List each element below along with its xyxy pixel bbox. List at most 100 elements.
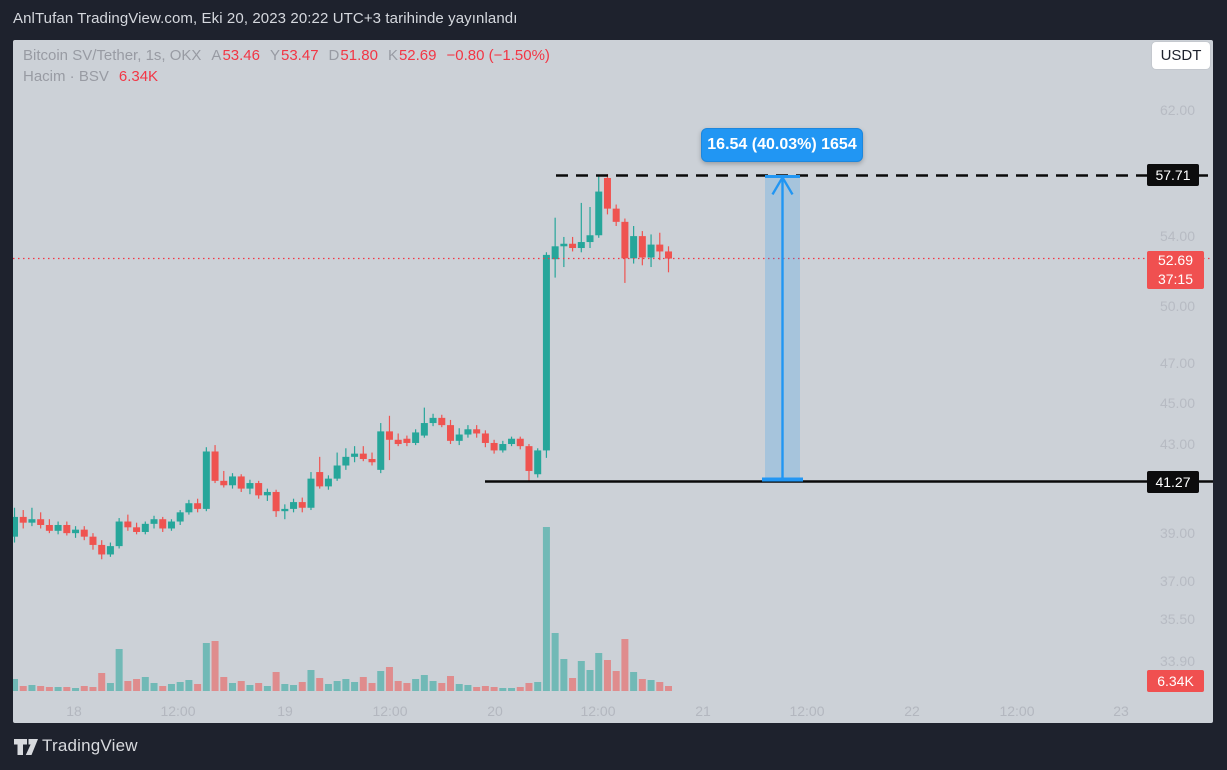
volume-bar: [394, 681, 402, 691]
volume-bar: [473, 687, 481, 691]
volume-bar: [45, 687, 53, 691]
volume-bar: [255, 683, 263, 691]
candle-body: [246, 483, 254, 489]
volume-bar: [359, 677, 367, 691]
volume-study-title[interactable]: Hacim · BSV: [23, 68, 109, 85]
time-tick-label: 21: [695, 703, 711, 719]
time-tick-label: 20: [487, 703, 503, 719]
candle-body: [560, 243, 568, 247]
volume-bar: [63, 687, 71, 691]
volume-bar: [28, 685, 36, 691]
time-tick-label: 12:00: [160, 703, 196, 719]
candle-body: [499, 444, 507, 451]
candle-body: [464, 429, 472, 435]
candle-body: [229, 476, 236, 486]
volume-bar: [98, 673, 106, 691]
volume-bar: [569, 678, 577, 691]
candle-body: [595, 191, 603, 236]
candle-body: [316, 472, 324, 487]
candle-body: [473, 429, 481, 434]
low-key: D: [328, 47, 340, 64]
candle-body: [577, 242, 585, 249]
volume-bar: [385, 667, 393, 691]
candle-body: [412, 432, 420, 443]
candle-body: [377, 431, 385, 470]
candle-body: [368, 459, 376, 463]
volume-bar: [403, 683, 411, 691]
volume-bar: [551, 633, 559, 691]
measure-value: 16.54 (40.03%) 1654: [707, 136, 857, 153]
symbol-title[interactable]: Bitcoin SV/Tether, 1s, OKX: [23, 47, 202, 64]
price-tick-label: 62.00: [1159, 102, 1195, 118]
volume-bar: [176, 682, 184, 691]
candle-body: [333, 465, 341, 479]
volume-bar: [542, 527, 550, 691]
volume-bar: [307, 670, 315, 691]
volume-bar: [560, 659, 568, 691]
attribution-text: AnlTufan TradingView.com, Eki 20, 2023 2…: [13, 10, 518, 27]
volume-bar: [508, 688, 516, 691]
volume-bar: [167, 684, 175, 691]
volume-bar: [316, 678, 324, 691]
candle-body: [133, 527, 141, 532]
volume-bar: [490, 687, 498, 691]
low-price-label: 41.27: [1147, 470, 1199, 493]
volume-bar: [89, 687, 97, 691]
volume-bar: [202, 643, 210, 691]
candle-body: [429, 417, 437, 424]
volume-bar: [481, 686, 489, 691]
price-chart[interactable]: [13, 40, 1213, 723]
candle-body: [542, 254, 550, 451]
candle-body: [525, 446, 533, 471]
volume-bar: [150, 683, 158, 691]
volume-bar: [141, 677, 149, 691]
volume-bar: [638, 679, 646, 691]
candle-body: [272, 491, 280, 512]
volume-bar: [124, 681, 132, 691]
currency-toggle-button[interactable]: USDT: [1152, 42, 1210, 69]
volume-bar: [603, 660, 611, 691]
bar-countdown: 37:15: [1157, 270, 1194, 287]
chart-legend: Bitcoin SV/Tether, 1s, OKX A53.46 Y53.47 D5…: [23, 45, 550, 87]
candle-body: [28, 519, 36, 523]
candle-body: [534, 450, 542, 475]
close-value: 52.69: [398, 47, 437, 64]
candle-body: [72, 529, 80, 534]
candle-body: [298, 502, 306, 508]
candle-body: [13, 516, 18, 537]
legend-volume-row: Hacim · BSV 6.34K: [23, 66, 550, 87]
volume-bar: [290, 685, 298, 691]
candle-body: [420, 423, 428, 436]
volume-bar: [220, 677, 228, 691]
price-tick-label: 45.00: [1159, 394, 1195, 411]
volume-bar: [237, 681, 245, 691]
volume-bar: [586, 670, 594, 691]
time-tick-label: 19: [277, 703, 293, 719]
tradingview-brand-text[interactable]: TradingView: [42, 736, 138, 755]
measure-tooltip: 16.54 (40.03%) 1654: [701, 128, 863, 162]
volume-bar: [525, 683, 533, 691]
volume-bar: [577, 661, 585, 691]
volume-bar: [429, 681, 437, 691]
volume-bar: [19, 686, 27, 691]
tradingview-logo-icon[interactable]: [13, 736, 39, 758]
volume-bar: [333, 681, 341, 691]
candle-body: [150, 519, 158, 524]
candle-body: [490, 442, 498, 451]
candle-body: [307, 478, 315, 508]
volume-bar: [263, 686, 271, 691]
candle-body: [438, 417, 446, 426]
candle-body: [202, 451, 210, 509]
open-key: A: [211, 47, 222, 64]
time-tick-label: 22: [904, 703, 920, 719]
candle-body: [447, 425, 454, 441]
candle-body: [508, 438, 516, 445]
volume-bar: [324, 684, 332, 691]
time-tick-label: 23: [1113, 703, 1129, 719]
candle-body: [167, 521, 175, 529]
volume-bar: [647, 680, 655, 691]
chart-panel[interactable]: Bitcoin SV/Tether, 1s, OKX A53.46 Y53.47 D5…: [13, 40, 1213, 723]
close-key: K: [387, 47, 398, 64]
last-price-value: 52.69: [1157, 251, 1194, 268]
